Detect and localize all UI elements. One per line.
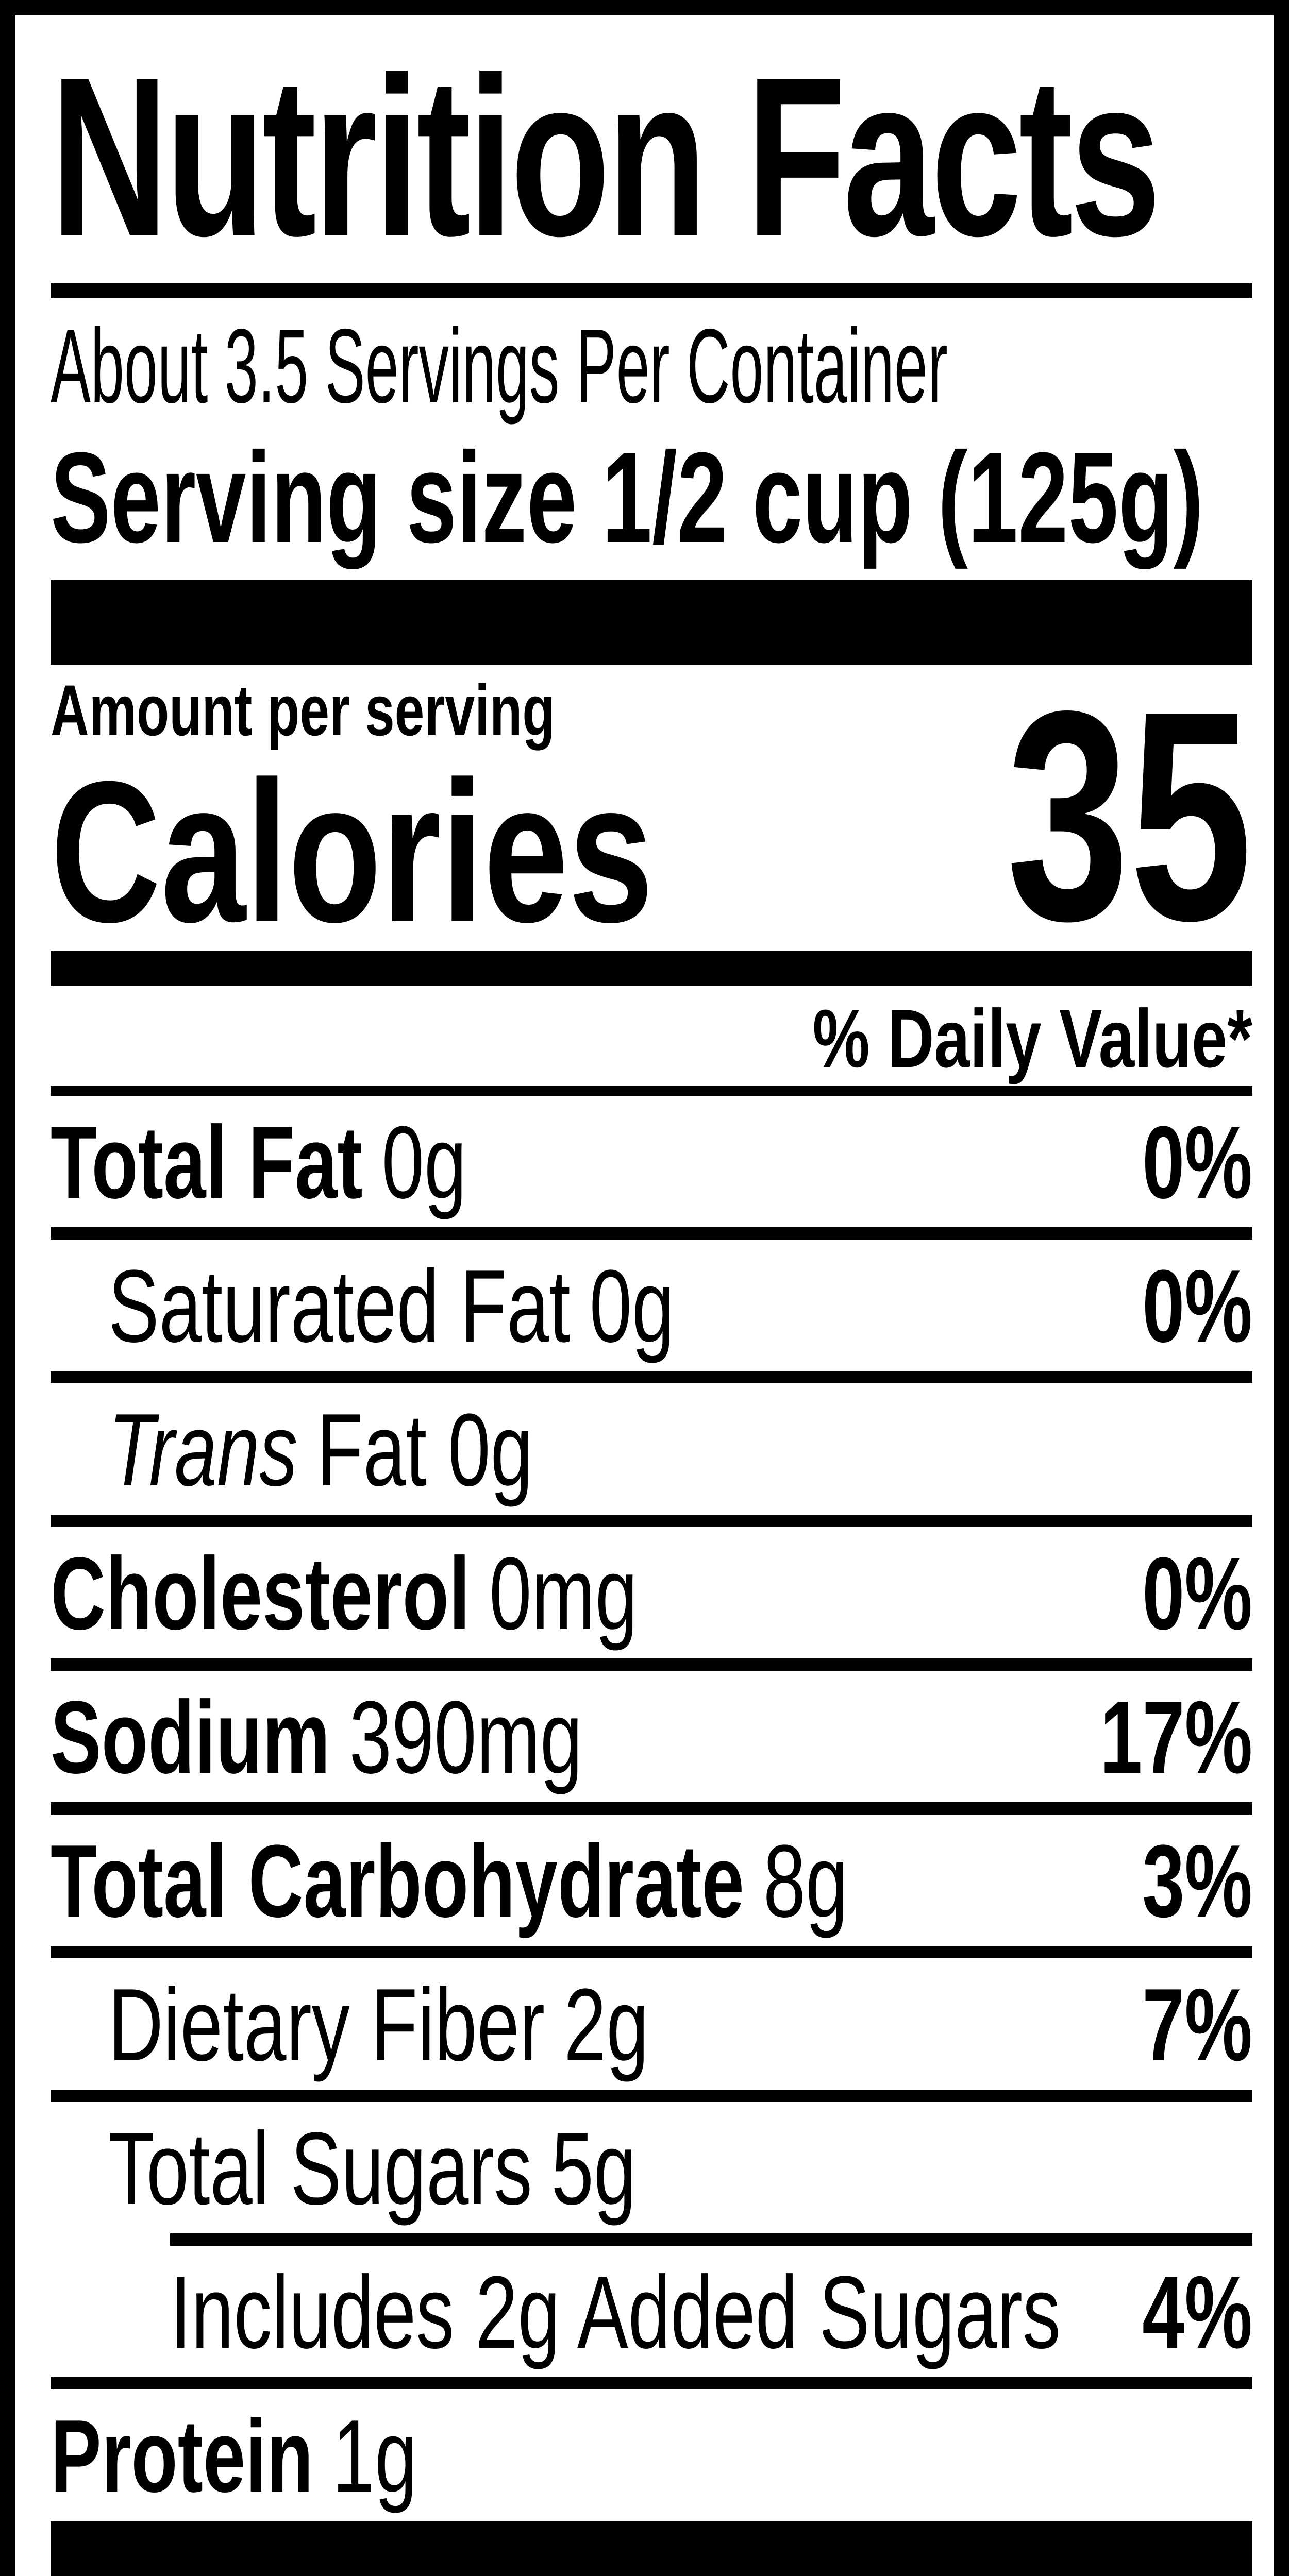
nutrient-dv: 0% xyxy=(1142,1536,1252,1651)
amount-per-serving-label: Amount per serving xyxy=(51,670,555,751)
nutrient-name: Saturated Fat xyxy=(108,1249,571,1364)
nutrient-amount: 0mg xyxy=(489,1536,638,1651)
divider xyxy=(51,1086,1252,1096)
calories-label: Calories xyxy=(51,739,654,964)
nutrient-amount: 5g xyxy=(551,2111,637,2226)
servings-per-container: About 3.5 Servings Per Container xyxy=(51,307,948,425)
nutrient-dv: 7% xyxy=(1142,1968,1252,2082)
nutrient-amount: 1g xyxy=(332,2399,417,2514)
nutrient-row-dietary-fiber: Dietary Fiber 2g 7% xyxy=(51,1958,1252,2102)
nutrient-row-saturated-fat: Saturated Fat 0g 0% xyxy=(51,1240,1252,1383)
nutrient-row-cholesterol: Cholesterol 0mg 0% xyxy=(51,1527,1252,1671)
nutrient-name: Dietary Fiber xyxy=(108,1968,545,2082)
daily-value-header: % Daily Value* xyxy=(812,992,1252,1084)
nutrient-row-total-sugars: Total Sugars 5g xyxy=(51,2102,1252,2233)
title-text: Nutrition Facts xyxy=(51,30,1161,283)
nutrient-row-protein: Protein 1g xyxy=(51,2389,1252,2521)
title-divider xyxy=(51,283,1252,298)
separator-bar-thick xyxy=(51,580,1252,665)
nutrient-amount: 2g xyxy=(564,1968,649,2082)
nutrient-name: Trans xyxy=(108,1393,298,1507)
nutrient-name: Total Sugars xyxy=(108,2111,532,2226)
nutrient-dv: 0% xyxy=(1142,1105,1252,1220)
nutrient-row-sodium: Sodium 390mg 17% xyxy=(51,1671,1252,1815)
calories-section: Amount per serving Calories 35 xyxy=(51,649,1252,982)
nutrient-amount: 0g xyxy=(589,1249,675,1364)
separator-bar-medium xyxy=(51,951,1252,986)
calories-value: 35 xyxy=(1006,649,1252,982)
nutrient-name: Total Fat xyxy=(51,1105,363,1220)
nutrient-row-total-carbohydrate: Total Carbohydrate 8g 3% xyxy=(51,1815,1252,1958)
nutrient-amount: 8g xyxy=(763,1824,848,1939)
nutrient-row-total-fat: Total Fat 0g 0% xyxy=(51,1096,1252,1240)
nutrient-dv: 0% xyxy=(1142,1249,1252,1364)
serving-size: Serving size 1/2 cup (125g) xyxy=(51,426,1203,569)
nutrient-row-trans-fat: Trans Fat 0g xyxy=(51,1383,1252,1527)
nutrient-dv: 17% xyxy=(1099,1680,1252,1795)
nutrient-name: Includes 2g Added Sugars xyxy=(170,2255,1061,2370)
page-title: Nutrition Facts xyxy=(51,44,1252,270)
nutrient-amount: Fat 0g xyxy=(316,1393,533,1507)
indented-divider xyxy=(170,2233,1252,2246)
nutrient-name: Cholesterol xyxy=(51,1536,471,1651)
nutrient-amount: 390mg xyxy=(349,1680,583,1795)
nutrient-name: Sodium xyxy=(51,1680,330,1795)
calories-left: Amount per serving Calories xyxy=(51,670,844,964)
nutrient-dv: 4% xyxy=(1142,2255,1252,2370)
nutrient-dv: 3% xyxy=(1142,1824,1252,1939)
nutrient-row-added-sugars: Includes 2g Added Sugars 4% xyxy=(51,2246,1252,2389)
nutrient-name: Protein xyxy=(51,2399,313,2514)
nutrient-name: Total Carbohydrate xyxy=(51,1824,744,1939)
nutrient-amount: 0g xyxy=(381,1105,467,1220)
separator-bar-thick xyxy=(51,2521,1252,2576)
